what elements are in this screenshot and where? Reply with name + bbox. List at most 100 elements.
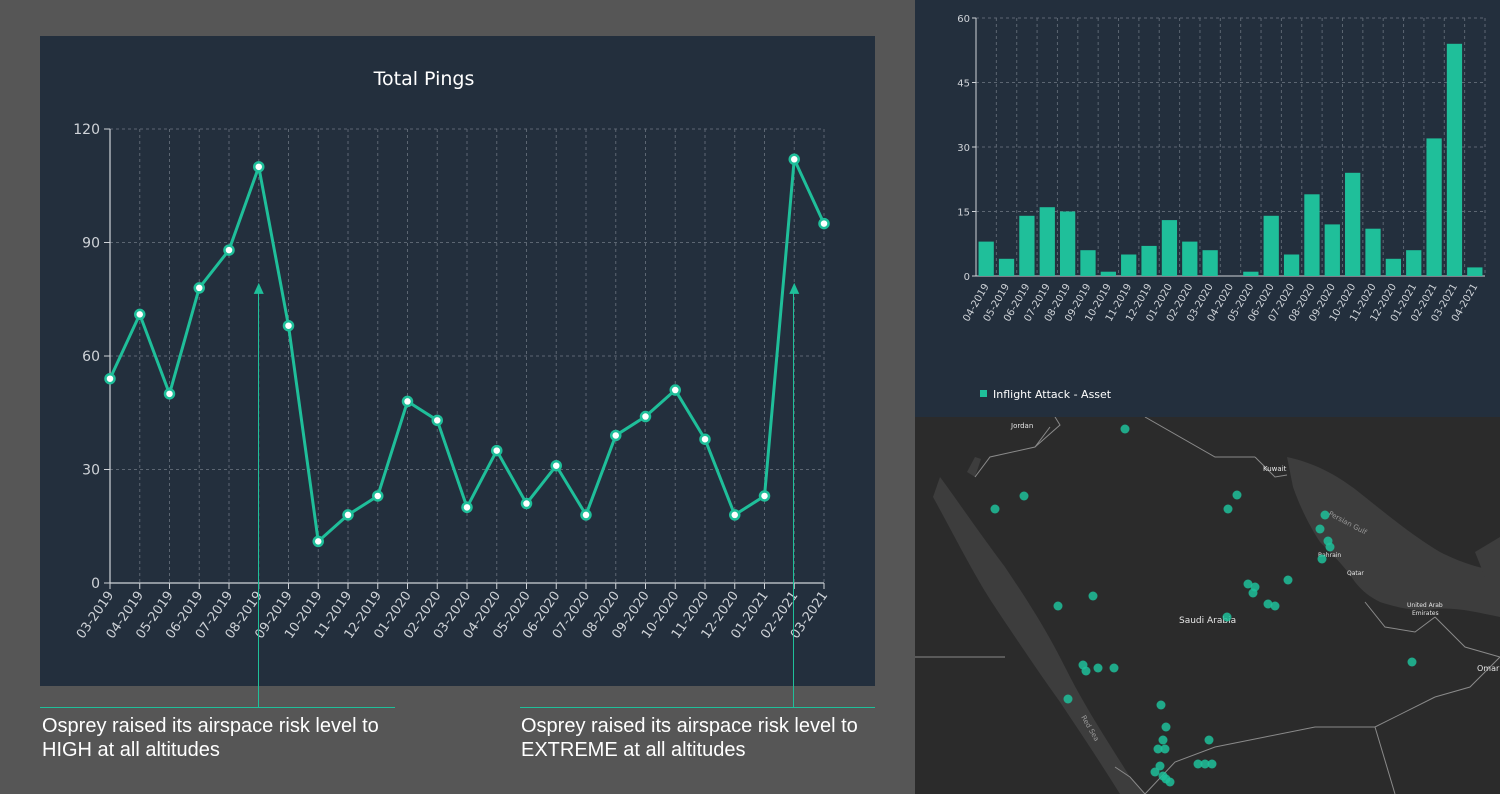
- bar: [1426, 138, 1442, 276]
- map-point: [1407, 657, 1417, 667]
- map-point: [1223, 504, 1233, 514]
- region-map[interactable]: Jordan Kuwait Persian Gulf Bahrain Qatar…: [915, 417, 1500, 794]
- map-point: [1088, 591, 1098, 601]
- label-oman: Omar: [1477, 664, 1500, 673]
- map-point: [1320, 510, 1330, 520]
- map-point: [1053, 601, 1063, 611]
- bar: [1059, 211, 1076, 276]
- aqaba-water: [967, 457, 981, 477]
- data-point: [253, 161, 265, 173]
- map-point: [1315, 524, 1325, 534]
- bar: [1283, 254, 1300, 276]
- map-point: [1150, 767, 1160, 777]
- high-risk-annotation-line2: HIGH at all altitudes: [42, 739, 220, 761]
- data-point: [491, 444, 503, 457]
- y-tick-label: 15: [957, 208, 970, 219]
- bar: [1263, 215, 1279, 276]
- data-point: [104, 372, 116, 385]
- bar: [1446, 43, 1463, 276]
- map-point: [1204, 735, 1214, 745]
- bar: [1182, 241, 1198, 276]
- bar: [998, 258, 1015, 276]
- persian-gulf-water: [1287, 457, 1500, 617]
- y-tick-label: 30: [82, 463, 100, 479]
- map-point: [1248, 588, 1258, 598]
- bar: [1121, 254, 1137, 276]
- map-point: [1161, 722, 1171, 732]
- legend-label[interactable]: Inflight Attack - Asset: [993, 388, 1112, 401]
- data-point: [669, 384, 681, 396]
- bar-chart-marks: [978, 43, 1483, 276]
- data-point: [729, 509, 741, 521]
- data-point: [342, 509, 354, 521]
- line-chart-marks: [104, 153, 830, 548]
- data-point: [461, 501, 473, 514]
- map-point: [1156, 700, 1166, 710]
- map-point: [1207, 759, 1217, 769]
- map-point: [1232, 490, 1242, 500]
- extreme-risk-annotation-line2: EXTREME at all altitudes: [521, 739, 746, 761]
- label-qatar: Qatar: [1347, 570, 1364, 577]
- map-point: [1283, 575, 1293, 585]
- legend-swatch: [980, 390, 987, 397]
- map-point: [1222, 612, 1232, 622]
- bar: [1365, 228, 1381, 276]
- map-point: [1270, 601, 1280, 611]
- data-point: [401, 395, 414, 408]
- map-point: [990, 504, 1000, 514]
- bar: [1243, 271, 1259, 276]
- bar: [1385, 258, 1402, 276]
- country-borders: [915, 417, 1500, 794]
- data-point: [758, 490, 771, 502]
- high-risk-marker-line: [258, 292, 259, 708]
- label-uae-line1: United Arab: [1407, 602, 1443, 609]
- y-tick-label: 60: [957, 14, 970, 25]
- total-pings-chart-panel: Total Pings 0 30 60 90 120 03-2019 04-2019 05-2…: [40, 36, 875, 686]
- annotation-arrowhead: [789, 282, 800, 294]
- y-tick-label: 60: [82, 349, 100, 365]
- data-point: [134, 308, 146, 321]
- map-canvas[interactable]: Jordan Kuwait Persian Gulf Bahrain Qatar…: [915, 417, 1500, 794]
- y-tick-label: 0: [964, 272, 970, 283]
- extreme-risk-annotation-rule: [520, 707, 875, 708]
- map-point: [1325, 542, 1335, 552]
- bar: [1467, 267, 1483, 276]
- total-pings-chart: Total Pings 030609012003-201904-201905-2…: [73, 68, 831, 642]
- bar: [1345, 172, 1361, 276]
- extreme-risk-marker-line: [793, 292, 794, 708]
- bar: [1100, 271, 1116, 276]
- label-uae-line2: Emirates: [1412, 610, 1439, 617]
- map-point: [1160, 744, 1170, 754]
- map-point: [1158, 735, 1168, 745]
- data-point: [193, 282, 205, 294]
- inflight-attack-chart: 01530456004-201905-201906-201907-201908-…: [957, 14, 1486, 401]
- y-tick-label: 30: [957, 143, 970, 154]
- map-point: [1243, 579, 1253, 589]
- line-chart-grid: [110, 128, 825, 583]
- map-point: [1081, 666, 1091, 676]
- bar: [1019, 215, 1035, 276]
- high-risk-annotation-rule: [40, 707, 395, 708]
- y-tick-label: 90: [82, 236, 100, 252]
- gulf-of-oman-water: [1475, 537, 1500, 577]
- data-point: [610, 429, 622, 442]
- bar: [1324, 224, 1340, 276]
- data-point: [282, 319, 295, 332]
- data-point: [818, 217, 830, 230]
- map-point: [1165, 777, 1175, 787]
- chart-title: Total Pings: [373, 68, 475, 90]
- y-tick-label: 0: [91, 576, 100, 592]
- label-kuwait: Kuwait: [1263, 465, 1287, 473]
- label-bahrain: Bahrain: [1318, 552, 1341, 559]
- data-point: [550, 459, 562, 472]
- map-point: [1063, 694, 1073, 704]
- map-point: [1263, 599, 1273, 609]
- inflight-attack-chart-panel: 0 15 30 45 60 04-2019 05-2019 06-2019 07-2019 08-…: [915, 0, 1500, 417]
- map-point: [1153, 744, 1163, 754]
- data-point: [372, 490, 384, 502]
- y-tick-label: 45: [957, 79, 970, 90]
- bar: [1080, 250, 1096, 276]
- red-sea-water: [933, 477, 1145, 794]
- high-risk-annotation-line1: Osprey raised its airspace risk level to: [42, 715, 379, 737]
- map-point: [1155, 761, 1165, 771]
